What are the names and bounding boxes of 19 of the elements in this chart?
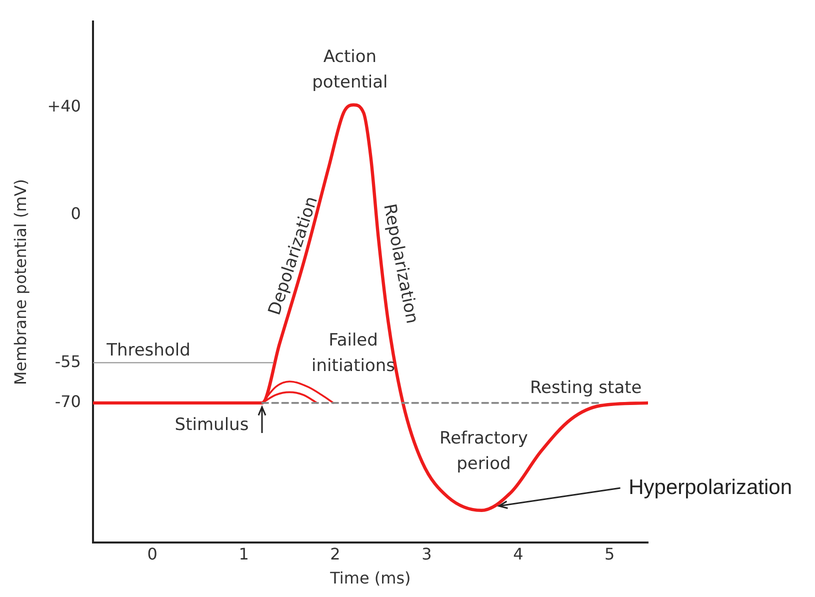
annotation: Hyperpolarization — [628, 476, 792, 499]
x-tick-label: 1 — [238, 544, 249, 564]
annotation: Refractory period — [440, 428, 528, 474]
x-tick-label: 4 — [513, 544, 524, 564]
annotation: Action potential — [312, 47, 388, 93]
x-axis-title: Time (ms) — [329, 568, 411, 588]
y-tick-label: +40 — [47, 96, 81, 116]
y-tick-label: 0 — [70, 204, 81, 224]
y-tick-label: -70 — [54, 392, 81, 412]
y-tick-label: -55 — [54, 352, 81, 371]
annotation: Resting state — [530, 378, 642, 398]
x-tick-label: 5 — [604, 544, 615, 564]
annotation: Stimulus — [174, 414, 249, 435]
annotation: Failed initiations — [312, 330, 396, 376]
y-axis-title: Membrane potential (mV) — [10, 179, 30, 386]
x-tick-label: 2 — [330, 544, 340, 564]
x-tick-label: 0 — [147, 544, 158, 564]
annotation: Threshold — [106, 340, 190, 360]
x-tick-label: 3 — [422, 544, 432, 564]
